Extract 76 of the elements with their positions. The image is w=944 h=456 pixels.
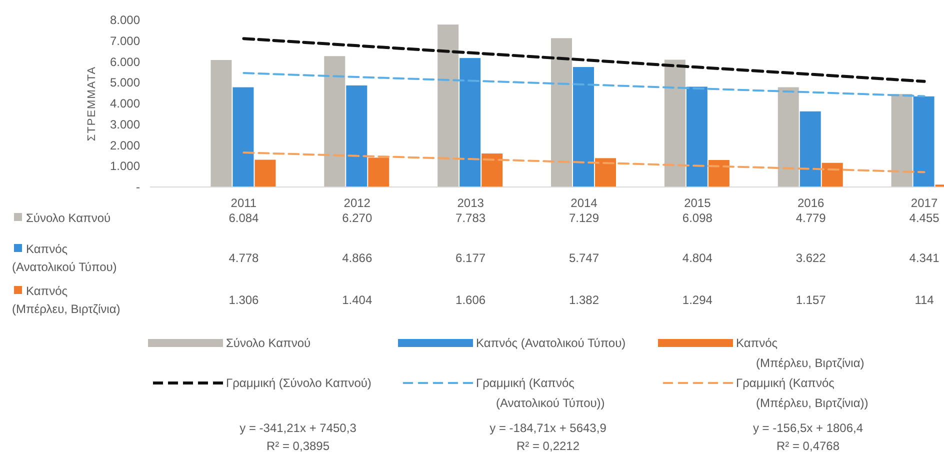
y-tick-label: 8.000: [110, 13, 140, 27]
bar: [232, 87, 254, 187]
y-tick-label: 6.000: [110, 54, 140, 69]
legend-label: Σύνολο Καπνού: [26, 211, 111, 225]
bar: [595, 158, 616, 187]
y-tick-label: 3.000: [110, 117, 140, 132]
x-tick-label: 2013: [457, 196, 484, 210]
bar: [778, 87, 799, 187]
text: Καπνός (Μπέρλευ, Βιρτζίνια): [736, 336, 864, 370]
data-label: 7.129: [568, 211, 600, 225]
data-label: 4.779: [796, 211, 826, 225]
data-label: 7.783: [456, 211, 486, 225]
data-label: 3.622: [796, 251, 826, 265]
data-label: 6.270: [342, 211, 372, 225]
legend-label: Γραμμική (Καπνός (Ανατολικού Τύπου)): [476, 376, 605, 410]
x-tick-label: 2012: [344, 196, 371, 210]
text: y = -341,21x + 7450,3: [240, 421, 357, 435]
line-series: [242, 72, 926, 98]
data-label: 1.382: [568, 293, 600, 307]
bar: [573, 67, 594, 187]
bar: [324, 56, 346, 187]
legend-label: Γραμμική (Καπνός (Μπέρλευ, Βιρτζίνια)): [736, 376, 868, 410]
y-tick-label: 7.000: [110, 34, 140, 48]
x-tick-label: 2014: [570, 196, 598, 210]
data-label: 1.157: [796, 293, 826, 307]
data-label: 4.455: [909, 211, 940, 225]
y-tick-label: 5.000: [110, 76, 140, 90]
text: y = -184,71x + 5643,9: [490, 421, 607, 435]
data-label: 1.606: [456, 293, 486, 307]
text: R² = 0,4768: [776, 439, 840, 453]
x-tick-label: 2015: [684, 196, 712, 210]
text: Καπνός (Ανατολικού Τύπου): [476, 336, 626, 350]
data-label: 114: [914, 293, 934, 307]
bar: [254, 160, 276, 187]
data-label: 1.294: [682, 293, 713, 307]
bar: [664, 60, 686, 187]
bar: [551, 38, 572, 187]
bar: [800, 111, 821, 187]
legend-label: Καπνός (Μπέρλευ, Βιρτζίνια): [12, 284, 120, 316]
data-label: 6.084: [228, 211, 260, 225]
bar: [686, 86, 708, 187]
bar: [346, 85, 368, 187]
x-tick-label: 2011: [230, 196, 257, 210]
bar: [368, 158, 390, 187]
bar: [913, 96, 934, 187]
bar: [708, 160, 730, 187]
y-tick-label: 2.000: [110, 138, 140, 152]
data-label: 4.341: [909, 251, 940, 265]
data-label: 4.804: [682, 251, 713, 265]
data-label: 1.306: [228, 293, 260, 307]
line-series: [242, 37, 926, 83]
data-label: 1.404: [342, 293, 372, 307]
text: y = -156,5x + 1806,4: [752, 421, 864, 435]
bar: [438, 24, 459, 187]
y-axis-title: ΣΤΡΕΜΜΑΤΑ: [86, 66, 98, 142]
bar: [891, 94, 912, 187]
text: Σύνολο Καπνού: [226, 336, 311, 350]
bar: [210, 60, 232, 187]
text: R² = 0,3895: [266, 439, 330, 453]
y-tick-label: -: [136, 180, 140, 194]
x-tick-label: 2016: [798, 196, 825, 210]
bar: [822, 162, 843, 187]
legend-label: Καπνός (Ανατολικού Τύπου): [12, 242, 117, 274]
bar: [460, 58, 481, 187]
y-tick-label: 4.000: [110, 96, 140, 110]
data-label: 6.098: [682, 211, 713, 225]
data-label: 4.866: [342, 251, 372, 265]
legend-label: Γραμμική (Σύνολο Καπνού): [226, 376, 372, 390]
x-tick-label: 2017: [910, 196, 938, 210]
line-series: [242, 152, 926, 174]
y-tick-label: 1.000: [110, 159, 140, 174]
data-label: 4.778: [228, 251, 260, 265]
text: R² = 0,2212: [516, 439, 580, 453]
data-label: 5.747: [568, 251, 600, 265]
bar: [482, 153, 503, 187]
data-label: 6.177: [456, 251, 486, 265]
